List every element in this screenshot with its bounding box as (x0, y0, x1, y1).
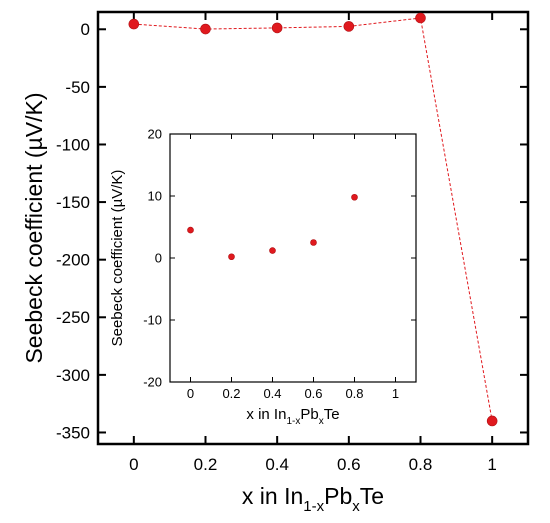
series-line (133, 17, 493, 422)
data-point (486, 415, 498, 427)
x-tick-label: 0.8 (409, 455, 433, 474)
inset-y-axis-title: Seebeck coefficient (µV/K) (109, 170, 126, 347)
inset-plot: 0 0.2 0.4 0.6 0.8 1 20 10 0 -10 -20 x in In1-xPbxTe… (109, 127, 417, 427)
x-axis-title: x in In1-xPbxTe (242, 483, 384, 515)
data-point (343, 21, 355, 32)
y-tick-label: 0 (81, 20, 90, 39)
inset-y-tick-label: -10 (143, 313, 162, 328)
inset-data-point (269, 247, 276, 254)
inset-x-axis-title-end: Te (324, 406, 340, 423)
main-plot: 0 0.2 0.4 0.6 0.8 10-50-100-150-200-250-300-3… (21, 10, 530, 515)
y-tick-label: -50 (65, 78, 90, 97)
y-tick-label: -200 (56, 251, 90, 270)
x-tick-label: 0.4 (265, 455, 289, 474)
y-tick-label: -250 (56, 308, 90, 327)
data-point (415, 12, 426, 24)
inset-data-point (310, 239, 317, 246)
inset-x-tick-label: 0.8 (345, 386, 363, 401)
inset-plot-background (170, 134, 416, 382)
inset-y-tick-label: 10 (148, 189, 162, 204)
inset-x-axis-title-sub2: x (319, 416, 324, 427)
x-axis-title-sub1: 1-x (303, 498, 324, 515)
data-point (128, 18, 140, 30)
data-point (200, 23, 211, 35)
inset-x-tick-label: 1 (392, 386, 399, 401)
x-tick-label: 1 (487, 455, 496, 474)
inset-data-point (187, 226, 194, 234)
inset-x-axis-title-base: x in In (246, 406, 286, 423)
y-axis-title: Seebeck coefficient (µV/K) (21, 92, 47, 363)
inset-y-tick-label: -20 (143, 375, 162, 390)
inset-x-tick-label: 0.6 (304, 386, 322, 401)
y-tick-label: -300 (56, 366, 90, 385)
inset-x-tick-label: 0.2 (222, 386, 240, 401)
x-axis-title-base: x in In (242, 483, 303, 509)
y-tick-label: -100 (56, 135, 90, 154)
x-axis-title-end: Te (360, 483, 384, 509)
y-tick-label: -350 (56, 423, 90, 442)
inset-x-axis-title-sub1: 1-x (286, 416, 300, 427)
inset-x-axis-title-mid: Pb (300, 406, 318, 423)
inset-data-point (351, 193, 358, 201)
inset-x-axis-title: x in In1-xPbxTe (246, 406, 339, 427)
x-tick-label: 0.2 (194, 455, 218, 474)
plot-frame (96, 10, 530, 446)
inset-y-tick-label: 20 (148, 127, 162, 142)
x-tick-label: 0 (129, 455, 138, 474)
inset-x-tick-label: 0 (187, 386, 194, 401)
data-point (271, 22, 283, 34)
x-axis-title-sub2: x (352, 498, 360, 515)
inset-x-tick-label: 0.4 (263, 386, 281, 401)
inset-y-tick-label: 0 (155, 251, 162, 266)
y-tick-label: -150 (56, 193, 90, 212)
x-tick-label: 0.6 (337, 455, 361, 474)
inset-data-point (228, 253, 235, 261)
x-axis-title-mid: Pb (324, 483, 352, 509)
